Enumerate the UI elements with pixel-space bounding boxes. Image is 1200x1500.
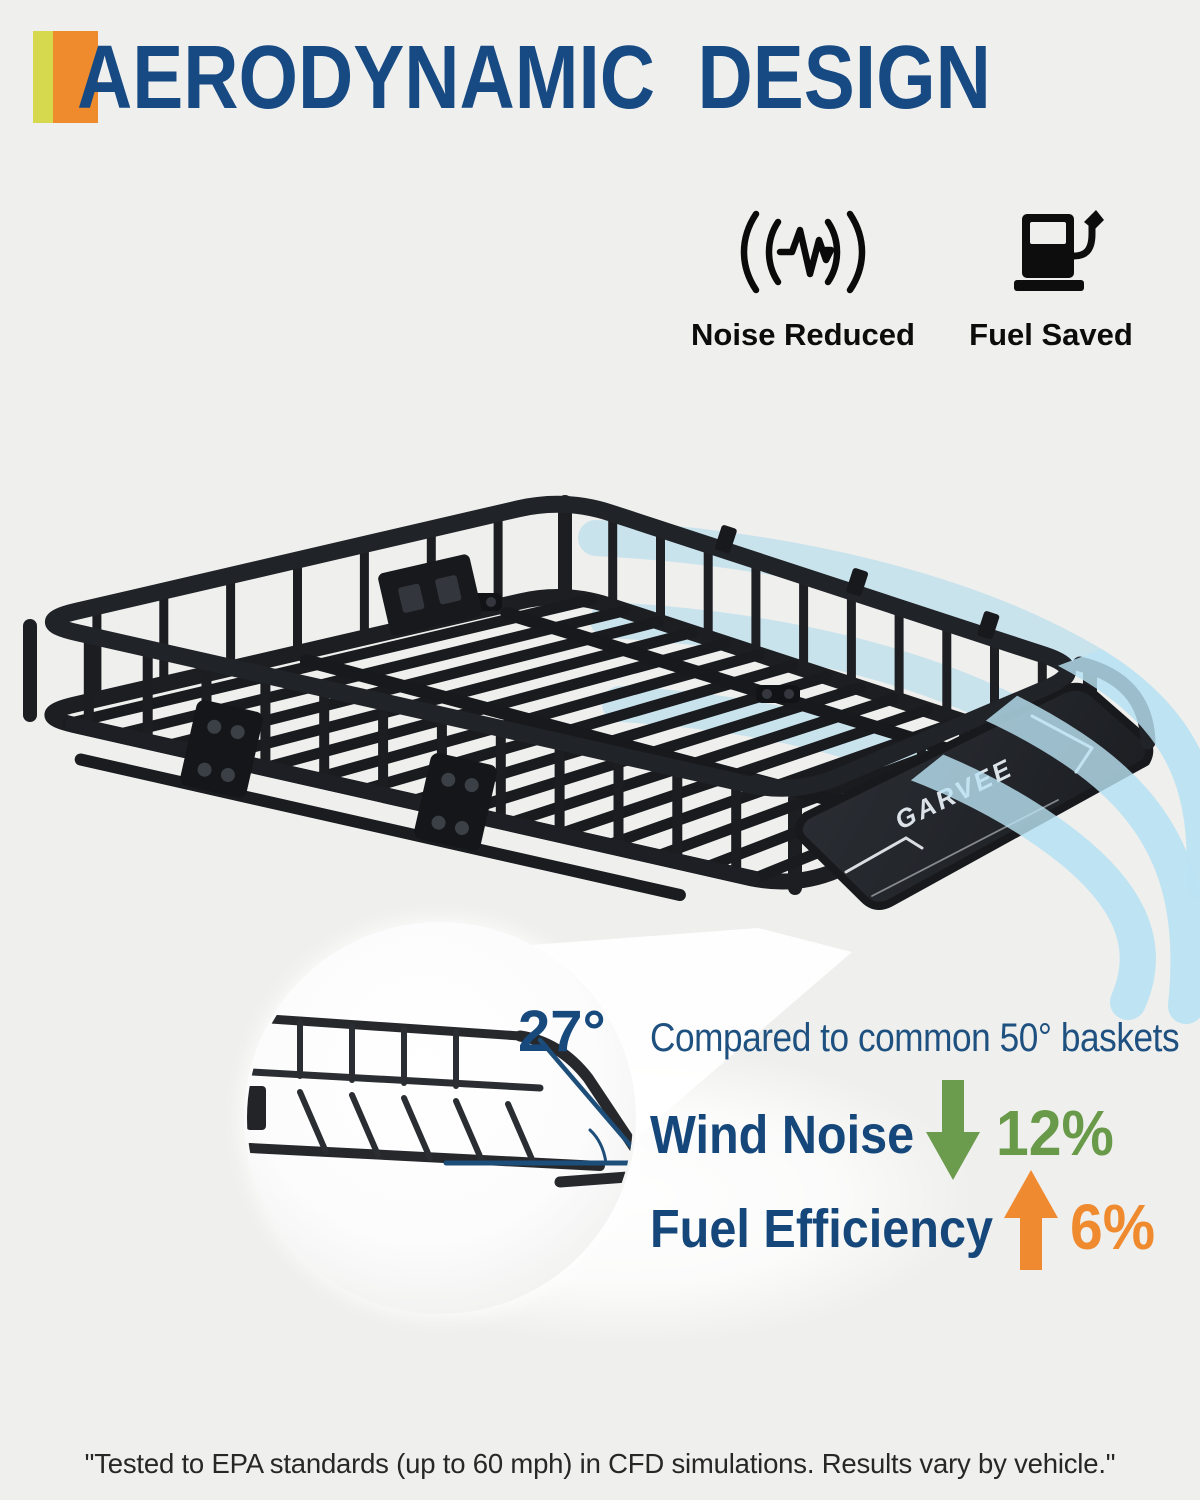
noise-reduced-label: Noise Reduced xyxy=(691,317,915,352)
angle-value: 27° xyxy=(518,999,606,1064)
detail-circle xyxy=(244,922,636,1314)
fuel-saved-label: Fuel Saved xyxy=(969,317,1133,352)
wind-noise-value: 12% xyxy=(996,1097,1114,1169)
page-title: AERODYNAMIC DESIGN xyxy=(77,28,991,128)
logo-bar-green xyxy=(33,31,53,123)
fuel-pump-icon xyxy=(1014,210,1104,291)
noise-waves-icon xyxy=(740,210,866,294)
arrow-down-icon xyxy=(926,1080,980,1180)
logo-bar-orange xyxy=(53,31,98,123)
wind-noise-label: Wind Noise xyxy=(650,1105,915,1165)
footnote: "Tested to EPA standards (up to 60 mph) … xyxy=(84,1448,1116,1479)
side-profile xyxy=(247,1013,633,1188)
comparison-intro: Compared to common 50° baskets xyxy=(650,1016,1180,1060)
fuel-efficiency-label: Fuel Efficiency xyxy=(650,1199,994,1259)
fuel-efficiency-value: 6% xyxy=(1070,1191,1156,1263)
angle-slope-line xyxy=(537,1037,633,1155)
arrow-up-icon xyxy=(1004,1170,1058,1270)
